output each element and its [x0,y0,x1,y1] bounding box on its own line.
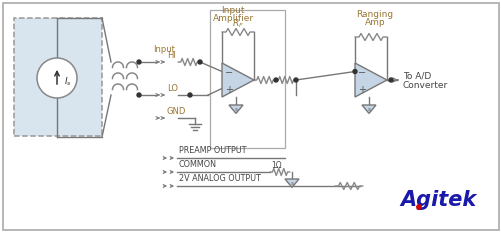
Text: HI: HI [167,51,175,60]
Text: $R_F$: $R_F$ [231,18,243,31]
Text: 1Ω: 1Ω [271,161,282,170]
Circle shape [416,205,420,209]
Text: Agitek: Agitek [399,190,475,210]
Polygon shape [354,63,386,97]
Text: GND: GND [167,107,186,116]
Text: Ranging: Ranging [356,10,393,19]
Text: Amp: Amp [364,18,385,27]
Text: To A/D: To A/D [402,72,430,80]
Text: Converter: Converter [402,82,447,90]
Text: s: s [367,107,370,112]
FancyBboxPatch shape [3,3,498,230]
Text: Amplifier: Amplifier [212,14,253,23]
Circle shape [137,60,141,64]
Circle shape [188,93,191,97]
Text: s: s [290,182,293,186]
Text: LO: LO [167,84,178,93]
Text: −: − [357,68,365,78]
Text: 2V ANALOG OUTPUT: 2V ANALOG OUTPUT [179,174,261,183]
Circle shape [37,58,77,98]
Polygon shape [361,105,375,113]
Text: Input: Input [153,45,174,54]
Circle shape [294,78,298,82]
Text: +: + [357,85,365,95]
Circle shape [352,69,356,73]
Text: s: s [234,107,237,112]
FancyBboxPatch shape [14,18,102,136]
Text: $I_s$: $I_s$ [64,76,72,89]
Circle shape [274,78,278,82]
Polygon shape [221,63,254,97]
Text: +: + [224,85,232,95]
Circle shape [197,60,201,64]
Polygon shape [285,179,299,187]
Circle shape [137,93,141,97]
Text: COMMON: COMMON [179,160,216,169]
Polygon shape [228,105,242,113]
Text: Input: Input [221,6,244,15]
Circle shape [388,78,392,82]
Text: −: − [224,68,232,78]
Text: PREAMP OUTPUT: PREAMP OUTPUT [179,146,246,155]
